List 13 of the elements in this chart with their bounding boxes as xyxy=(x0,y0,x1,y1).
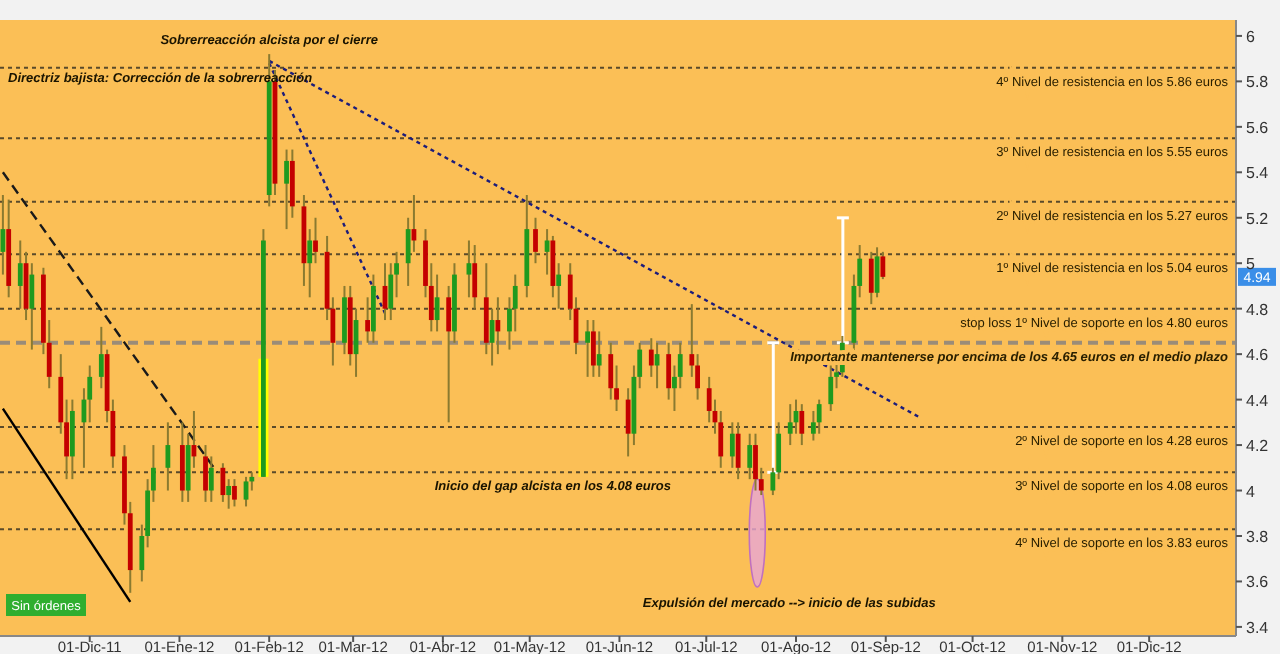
y-tick-label: 4.4 xyxy=(1246,391,1270,410)
y-tick-label: 4.6 xyxy=(1246,346,1270,365)
y-tick-label: 4.8 xyxy=(1246,300,1270,319)
y-tick-label: 3.6 xyxy=(1246,573,1270,592)
y-tick-label: 6 xyxy=(1246,27,1256,46)
y-tick-label: 3.4 xyxy=(1246,618,1270,637)
y-tick-label: 5.6 xyxy=(1246,118,1270,137)
y-tick-label: 4.2 xyxy=(1246,437,1270,456)
y-tick-label: 5.8 xyxy=(1246,73,1270,92)
y-tick-label: 3.8 xyxy=(1246,527,1270,546)
y-tick-label: 5.4 xyxy=(1246,164,1270,183)
y-tick-label: 4 xyxy=(1246,482,1256,501)
y-tick-label: 5.2 xyxy=(1246,209,1270,228)
